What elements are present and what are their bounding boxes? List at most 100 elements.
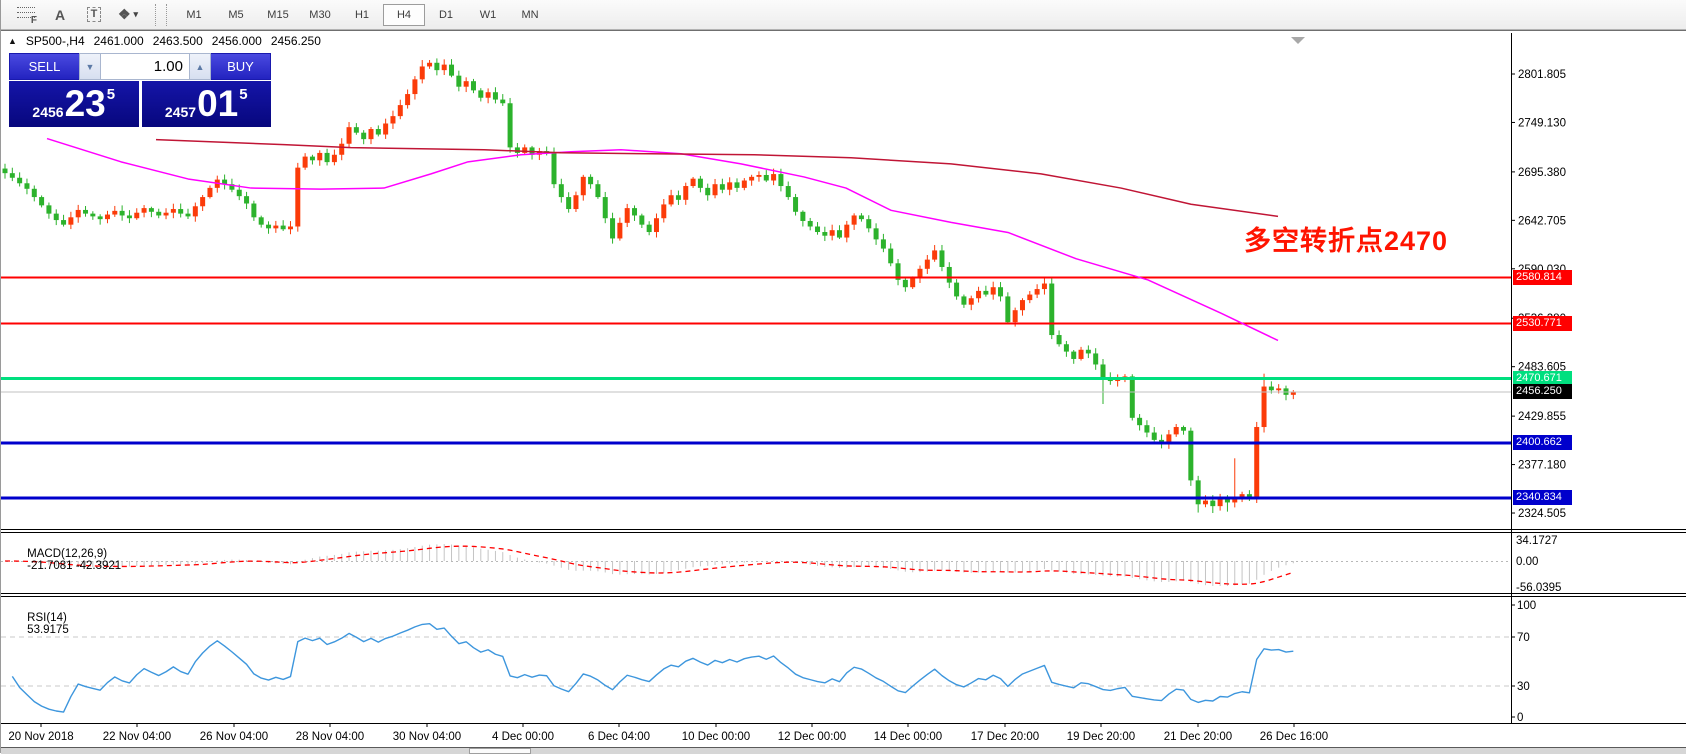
sell-price-display[interactable]: 2456 23 5	[9, 81, 139, 127]
macd-axis-label: -56.0395	[1516, 582, 1561, 594]
time-axis-label: 17 Dec 20:00	[971, 731, 1039, 743]
timeframe-button-w1[interactable]: W1	[479, 8, 497, 21]
candle-body	[17, 177, 23, 184]
time-axis-label: 21 Dec 20:00	[1164, 731, 1232, 743]
volume-input[interactable]	[101, 53, 189, 80]
rsi-axis-label: 70	[1517, 632, 1530, 644]
candle-body	[141, 208, 147, 213]
time-axis-label: 30 Nov 04:00	[393, 731, 461, 743]
candle-body	[588, 176, 594, 185]
scrollbar-thumb[interactable]	[469, 748, 531, 754]
volume-up-button[interactable]: ▲	[189, 53, 211, 80]
candle-body	[1085, 349, 1091, 354]
timeframes-toolbar: M1 M5 M15 M30 H1 H4 D1 W1 MN	[173, 3, 551, 26]
candle-body	[902, 279, 908, 288]
candle-body	[178, 209, 184, 214]
timeframe-button-h1[interactable]: H1	[354, 8, 370, 21]
text-label-tool-icon[interactable]: A	[54, 6, 66, 23]
candle-body	[653, 218, 659, 233]
buy-button[interactable]: BUY	[211, 53, 271, 80]
candle-body	[427, 62, 433, 67]
candle-body	[1005, 296, 1011, 323]
candle-body	[75, 209, 81, 218]
timeframe-button-m30[interactable]: M30	[309, 8, 331, 21]
shapes-arrows-tool-icon[interactable]: ❖ ▾	[117, 6, 139, 22]
candle-body	[1041, 283, 1047, 290]
buy-price-pips: 01	[197, 83, 239, 124]
candle-body	[463, 81, 469, 87]
ma-slow-crimson[interactable]	[155, 138, 1279, 218]
timeframe-button-mn[interactable]: MN	[521, 8, 539, 21]
candle-body	[1210, 500, 1216, 507]
timeframe-button-m1[interactable]: M1	[186, 8, 202, 21]
candle-body	[383, 123, 389, 135]
candle-body	[1129, 376, 1135, 418]
rsi-value: 53.9175	[27, 624, 69, 636]
buy-price-major: 2457	[164, 104, 197, 120]
ma-fast-magenta[interactable]	[46, 137, 1279, 342]
candle-body	[617, 222, 623, 239]
volume-down-button[interactable]: ▼	[79, 53, 101, 80]
candle-body	[778, 174, 784, 187]
candle-body	[1056, 335, 1062, 345]
candle-body	[46, 205, 52, 214]
candle-body	[148, 208, 154, 212]
time-axis-label: 26 Nov 04:00	[200, 731, 268, 743]
candle-body	[419, 66, 425, 80]
candle-body	[1137, 417, 1143, 426]
candle-body	[1049, 283, 1055, 336]
chart-shift-marker-icon[interactable]	[1291, 37, 1305, 44]
rsi-line	[11, 623, 1294, 713]
candle-body	[244, 196, 250, 204]
candle-body	[361, 132, 367, 140]
candle-body	[163, 212, 169, 216]
candle-body	[610, 218, 616, 239]
candle-body	[492, 92, 498, 100]
text-box-tool-icon[interactable]: T	[77, 3, 111, 27]
candle-body	[1078, 349, 1084, 359]
fibonacci-tool-icon[interactable]: F	[9, 3, 43, 27]
price-tick-label: 2801.805	[1518, 69, 1566, 81]
candle-body	[68, 217, 74, 225]
candle-body	[815, 226, 821, 233]
macd-axis-label: 0.00	[1516, 556, 1538, 568]
candle-body	[1202, 500, 1208, 505]
candle-body	[763, 174, 769, 181]
timeframe-button-m15[interactable]: M15	[267, 8, 289, 21]
timeframe-button-d1[interactable]: D1	[438, 8, 454, 21]
candle-body	[954, 282, 960, 297]
candle-body	[119, 210, 125, 216]
candle-body	[793, 197, 799, 212]
candle-body	[1232, 496, 1238, 503]
candle-body	[449, 64, 455, 76]
candle-body	[61, 220, 67, 225]
buy-price-display[interactable]: 2457 01 5	[141, 81, 271, 127]
candle-body	[675, 195, 681, 200]
candle-body	[222, 179, 228, 185]
candle-body	[683, 186, 689, 200]
candle-body	[946, 266, 952, 283]
price-tick-label: 2695.380	[1518, 167, 1566, 179]
sell-button[interactable]: SELL	[9, 53, 79, 80]
candle-body	[317, 152, 323, 161]
candle-body	[1224, 498, 1230, 503]
chart-header: ▲ SP500-,H4 2461.000 2463.500 2456.000 2…	[8, 34, 321, 48]
rsi-axis-label: 0	[1517, 712, 1523, 724]
buy-price-point: 5	[239, 86, 248, 103]
timeframe-button-m5[interactable]: M5	[228, 8, 244, 21]
candle-body	[888, 248, 894, 264]
collapse-arrow-icon[interactable]: ▲	[8, 36, 17, 46]
candle-body	[478, 90, 484, 98]
chart-plot[interactable]: 2801.8052749.1302695.3802642.7052590.030…	[1, 31, 1686, 754]
price-tag-2530.771: 2530.771	[1513, 315, 1572, 331]
candle-body	[39, 197, 45, 206]
candle-body	[595, 184, 601, 198]
candle-body	[976, 290, 982, 299]
candle-body	[1093, 353, 1099, 365]
candle-body	[207, 187, 213, 198]
candle-body	[2, 168, 8, 174]
candle-body	[53, 213, 59, 221]
macd-values: -21.7081 -42.3921	[27, 560, 122, 572]
timeframe-button-h4[interactable]: H4	[383, 3, 425, 26]
